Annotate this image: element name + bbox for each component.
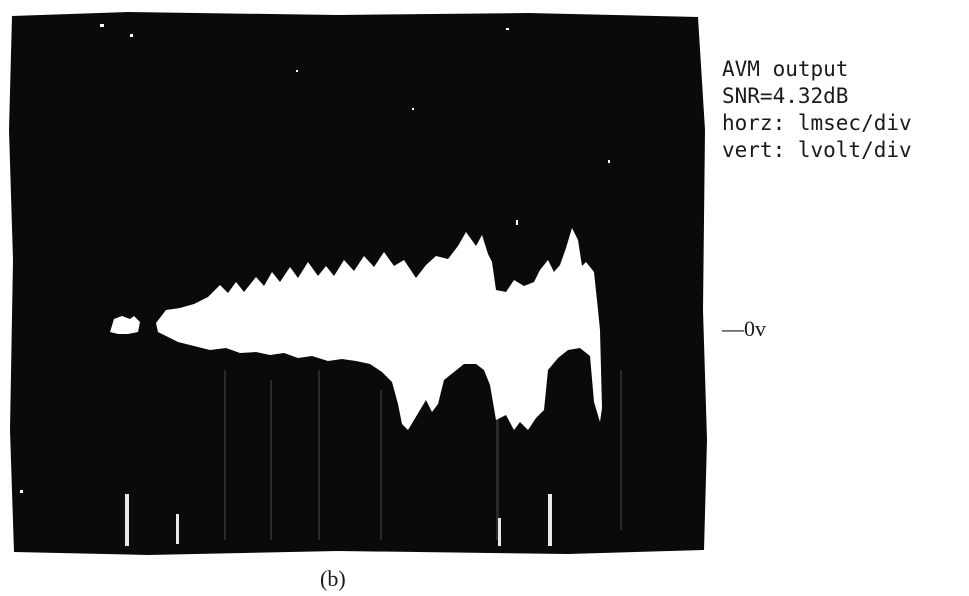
legend-vertical-scale: vert: lvolt/div: [722, 138, 912, 162]
legend-title: AVM output: [722, 57, 849, 81]
figure-caption: (b): [320, 566, 346, 591]
legend-snr: SNR=4.32dB: [722, 84, 849, 108]
oscilloscope-screen-photo: [9, 12, 707, 555]
scope-legend: AVM output SNR=4.32dB horz: lmsec/div ve…: [722, 56, 912, 164]
screen-bottom-ticks: [125, 494, 552, 546]
screen-vertical-streaks: [224, 370, 622, 540]
avm-output-waveform: [110, 228, 602, 430]
legend-horizontal-scale: horz: lmsec/div: [722, 111, 912, 135]
zero-volt-marker: —0v: [722, 316, 766, 341]
